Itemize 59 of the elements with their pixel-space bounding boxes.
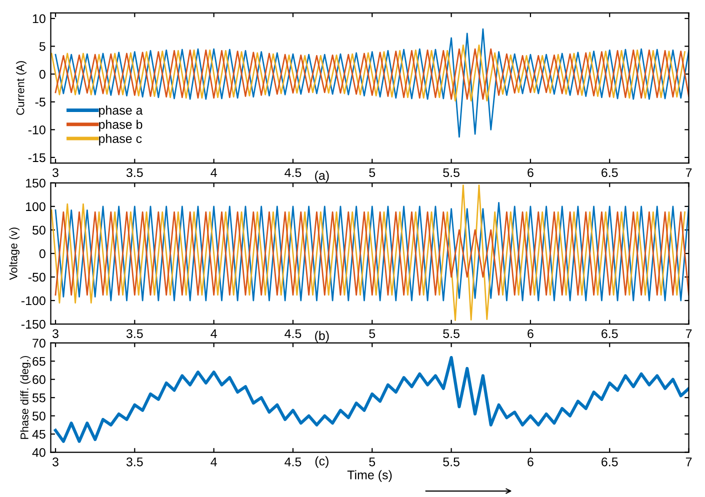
y-axis-title: Current (A)	[16, 61, 26, 115]
x-tick-label: 5	[369, 168, 376, 178]
x-tick-label: 5	[369, 329, 376, 338]
x-tick-label: 3.5	[126, 168, 143, 178]
y-tick-label: -100	[21, 296, 46, 306]
legend-label: phase a	[99, 106, 143, 118]
y-tick-label: -5	[35, 98, 46, 107]
y-tick-label: 65	[32, 356, 46, 366]
x-tick-label: 7	[686, 329, 692, 338]
x-tick-label: 3	[52, 457, 58, 466]
y-tick-label: -10	[28, 125, 46, 134]
x-tick-label: 3	[52, 168, 58, 178]
text: (a)	[315, 170, 329, 182]
x-tick-label: 4	[210, 329, 217, 338]
text: (c)	[315, 456, 328, 468]
x-tick-label: 6.5	[602, 457, 618, 466]
x-tick-label: 3.5	[126, 457, 143, 466]
x-tick-label: 6	[528, 457, 534, 466]
x-tick-label: 5.5	[443, 168, 460, 178]
x-tick-label: 4	[210, 458, 217, 466]
y-tick-label: 45	[32, 430, 46, 439]
x-tick-label: 3	[52, 329, 58, 338]
y-tick-label: -15	[28, 153, 46, 162]
x-tick-label: 4	[210, 168, 217, 177]
x-tick-label: 6.5	[602, 329, 618, 338]
x-tick-label: 7	[686, 458, 692, 466]
y-tick-label: 50	[32, 226, 46, 235]
y-tick-label: 10	[32, 14, 46, 24]
x-tick-label: 4.5	[284, 329, 302, 338]
x-tick-label: 7	[686, 168, 692, 177]
x-tick-label: 6	[528, 329, 534, 338]
y-tick-label: -50	[28, 272, 46, 282]
legend-label: phase b	[99, 120, 142, 132]
y-tick-label: 150	[26, 178, 46, 188]
y-tick-label: 70	[32, 338, 46, 348]
x-tick-label: 4.5	[284, 168, 302, 178]
line-series	[50, 184, 686, 321]
y-tick-label: 0	[39, 70, 46, 79]
y-tick-label: 50	[32, 412, 46, 420]
y-tick-label: 40	[32, 448, 46, 457]
x-tick-label: 5.5	[443, 329, 460, 338]
y-tick-label: 100	[26, 202, 46, 212]
x-axis-title: Time (s)	[347, 470, 392, 482]
y-axis-title: Phase diff. (deg.)	[20, 356, 31, 439]
y-tick-label: 0	[39, 249, 46, 258]
x-tick-label: 4.5	[284, 458, 302, 466]
y-tick-label: 5	[39, 42, 46, 51]
text: (b)	[315, 330, 329, 343]
y-tick-label: -150	[21, 320, 46, 329]
x-tick-label: 5.5	[443, 458, 460, 466]
y-tick-label: 55	[32, 394, 46, 402]
x-tick-label: 5	[369, 458, 376, 466]
line-series	[54, 356, 689, 443]
y-axis-title: Voltage (v)	[9, 228, 20, 280]
x-tick-label: 6	[528, 168, 534, 178]
legend-label: phase c	[99, 134, 142, 146]
x-tick-label: 3.5	[126, 329, 143, 338]
y-tick-label: 60	[32, 375, 46, 384]
x-tick-label: 6.5	[602, 168, 618, 178]
